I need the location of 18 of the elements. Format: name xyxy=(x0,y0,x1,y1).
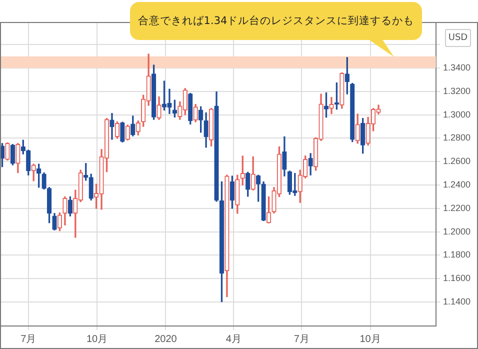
x-tick-label: 10月 xyxy=(360,334,381,345)
y-tick-label: 1.2000 xyxy=(443,226,471,236)
x-tick-label: 4月 xyxy=(226,334,242,345)
x-tick-label: 7月 xyxy=(20,334,36,345)
y-tick-label: 1.1600 xyxy=(443,273,471,284)
x-tick-label: 10月 xyxy=(86,334,108,345)
x-tick-label: 2020 xyxy=(154,334,178,345)
y-tick-label: 1.2200 xyxy=(443,202,471,213)
y-tick-label: 1.3000 xyxy=(443,109,471,120)
y-tick-label: 1.1400 xyxy=(443,296,471,306)
y-tick-label: 1.2400 xyxy=(443,180,471,190)
x-tick-label: 7月 xyxy=(294,334,310,345)
y-tick-label: 1.3200 xyxy=(443,86,471,96)
y-tick-label: 1.3400 xyxy=(443,62,471,73)
y-tick-label: 1.2800 xyxy=(443,132,471,143)
y-tick-label: 1.1800 xyxy=(443,250,471,260)
y-tick-label: 1.2600 xyxy=(443,156,471,166)
y-axis-title: USD xyxy=(445,29,471,47)
